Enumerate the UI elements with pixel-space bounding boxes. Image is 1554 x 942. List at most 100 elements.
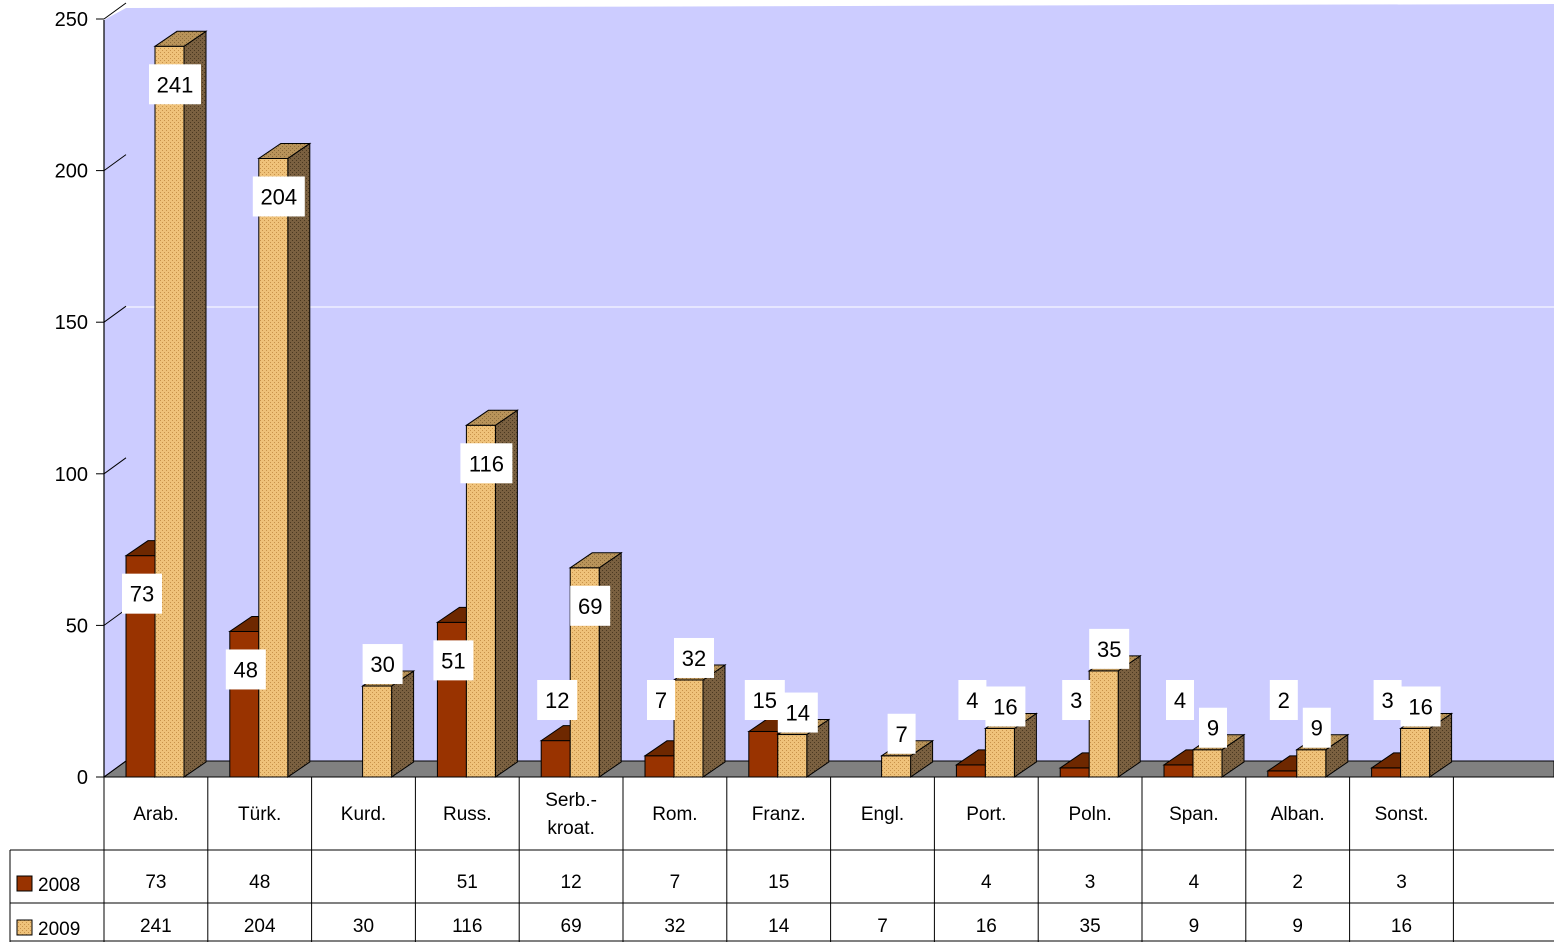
data-label-bg — [958, 680, 987, 720]
data-label-text: 9 — [1311, 716, 1323, 741]
data-label-bg — [1400, 686, 1441, 727]
data-label-bg — [887, 713, 916, 754]
bar-front — [1371, 767, 1402, 778]
bar-side — [287, 142, 311, 778]
data-label-text: 9 — [1207, 716, 1219, 741]
data-label-text: 7 — [655, 688, 667, 713]
bar-front — [1400, 727, 1431, 778]
data-label: 32 — [674, 637, 714, 678]
data-label-bg — [1166, 680, 1194, 720]
table-cell: 32 — [664, 916, 685, 937]
y-tick-diag — [103, 305, 127, 323]
y-tick-diag — [103, 154, 127, 172]
bar-side — [702, 664, 726, 778]
data-label-text: 48 — [234, 657, 258, 682]
category-label: Span. — [1169, 804, 1219, 825]
data-label: 12 — [537, 680, 578, 720]
y-tick-diag — [103, 760, 127, 778]
bar-side — [391, 670, 415, 778]
bar-front — [748, 731, 779, 778]
data-label: 4 — [958, 680, 987, 720]
data-label-bg — [433, 640, 474, 681]
legend-swatch — [16, 919, 33, 936]
y-tick-label: 150 — [55, 312, 88, 334]
y-tick-label: 100 — [55, 464, 88, 486]
category-label: Engl. — [861, 804, 904, 825]
bar-top — [153, 30, 208, 47]
data-label: 16 — [1400, 686, 1441, 727]
data-label: 48 — [225, 649, 266, 690]
data-label-text: 3 — [1381, 688, 1393, 713]
bar-front — [1192, 749, 1223, 778]
data-label-text: 2 — [1278, 688, 1290, 713]
table-cell: 4 — [1189, 872, 1200, 893]
data-label: 16 — [985, 686, 1026, 727]
table-cell: 14 — [768, 916, 790, 937]
data-table: Arab.73241Türk.48204Kurd.30Russ.51116Ser… — [9, 776, 1554, 942]
data-label-text: 7 — [895, 722, 907, 747]
table-cell: 16 — [976, 916, 997, 937]
bar-front — [1267, 770, 1298, 778]
bar — [360, 670, 416, 778]
bar-front — [1296, 749, 1327, 778]
bar — [672, 664, 727, 778]
bar-front — [955, 764, 986, 778]
data-label-bg — [149, 64, 201, 105]
data-label: 35 — [1089, 628, 1130, 669]
back-wall — [104, 4, 1554, 777]
bar-front — [362, 685, 393, 778]
data-label-text: 15 — [753, 688, 777, 713]
table-cell: 48 — [249, 872, 270, 893]
data-label: 116 — [460, 443, 513, 484]
data-label: 30 — [362, 644, 403, 685]
table-cell: 16 — [1391, 916, 1412, 937]
bar-front — [1088, 670, 1119, 778]
data-label-text: 35 — [1097, 637, 1121, 662]
bar-front — [644, 755, 675, 778]
legend-label: 2009 — [38, 919, 80, 940]
legend-label: 2008 — [38, 875, 80, 896]
data-label-bg — [1269, 680, 1298, 720]
table-cell: 3 — [1396, 872, 1407, 893]
table-cell: 15 — [768, 872, 789, 893]
category-label: Sonst. — [1375, 804, 1429, 825]
table-cell: 2 — [1292, 872, 1303, 893]
bar-front — [984, 727, 1015, 778]
y-tick-label: 0 — [77, 767, 88, 789]
data-label-bg — [1062, 680, 1091, 720]
data-label-text: 14 — [786, 701, 810, 726]
data-label-text: 3 — [1070, 688, 1082, 713]
data-label: 73 — [122, 573, 162, 614]
table-cell: 51 — [457, 872, 478, 893]
table-cell: 30 — [353, 916, 374, 937]
bar-top — [568, 552, 623, 569]
data-label-bg — [1199, 707, 1227, 748]
bar — [1087, 654, 1142, 778]
data-label-text: 73 — [130, 582, 154, 607]
table-cell: 241 — [140, 916, 172, 937]
data-label: 4 — [1166, 680, 1194, 720]
data-label: 3 — [1373, 680, 1402, 720]
category-label: Rom. — [652, 804, 697, 825]
data-label-text: 204 — [260, 184, 297, 209]
table-cell: 35 — [1080, 916, 1101, 937]
data-label-text: 69 — [578, 594, 602, 619]
data-label: 51 — [433, 640, 474, 681]
bar-front — [673, 679, 704, 778]
data-label: 7 — [887, 713, 916, 754]
y-axis: 0 50 100 150 200 250 — [55, 2, 127, 789]
table-cell: 4 — [981, 872, 992, 893]
data-label-bg — [460, 443, 513, 484]
category-label: kroat. — [547, 818, 595, 839]
data-label: 2 — [1269, 680, 1298, 720]
data-label-text: 16 — [993, 694, 1017, 719]
legend-swatch — [16, 875, 33, 892]
data-label-bg — [570, 585, 611, 626]
data-label: 14 — [777, 692, 818, 733]
table-cell: 7 — [877, 916, 888, 937]
y-tick-diag — [103, 457, 127, 475]
plot-walls — [102, 4, 1554, 778]
data-label: 3 — [1062, 680, 1091, 720]
data-label: 241 — [149, 64, 201, 105]
